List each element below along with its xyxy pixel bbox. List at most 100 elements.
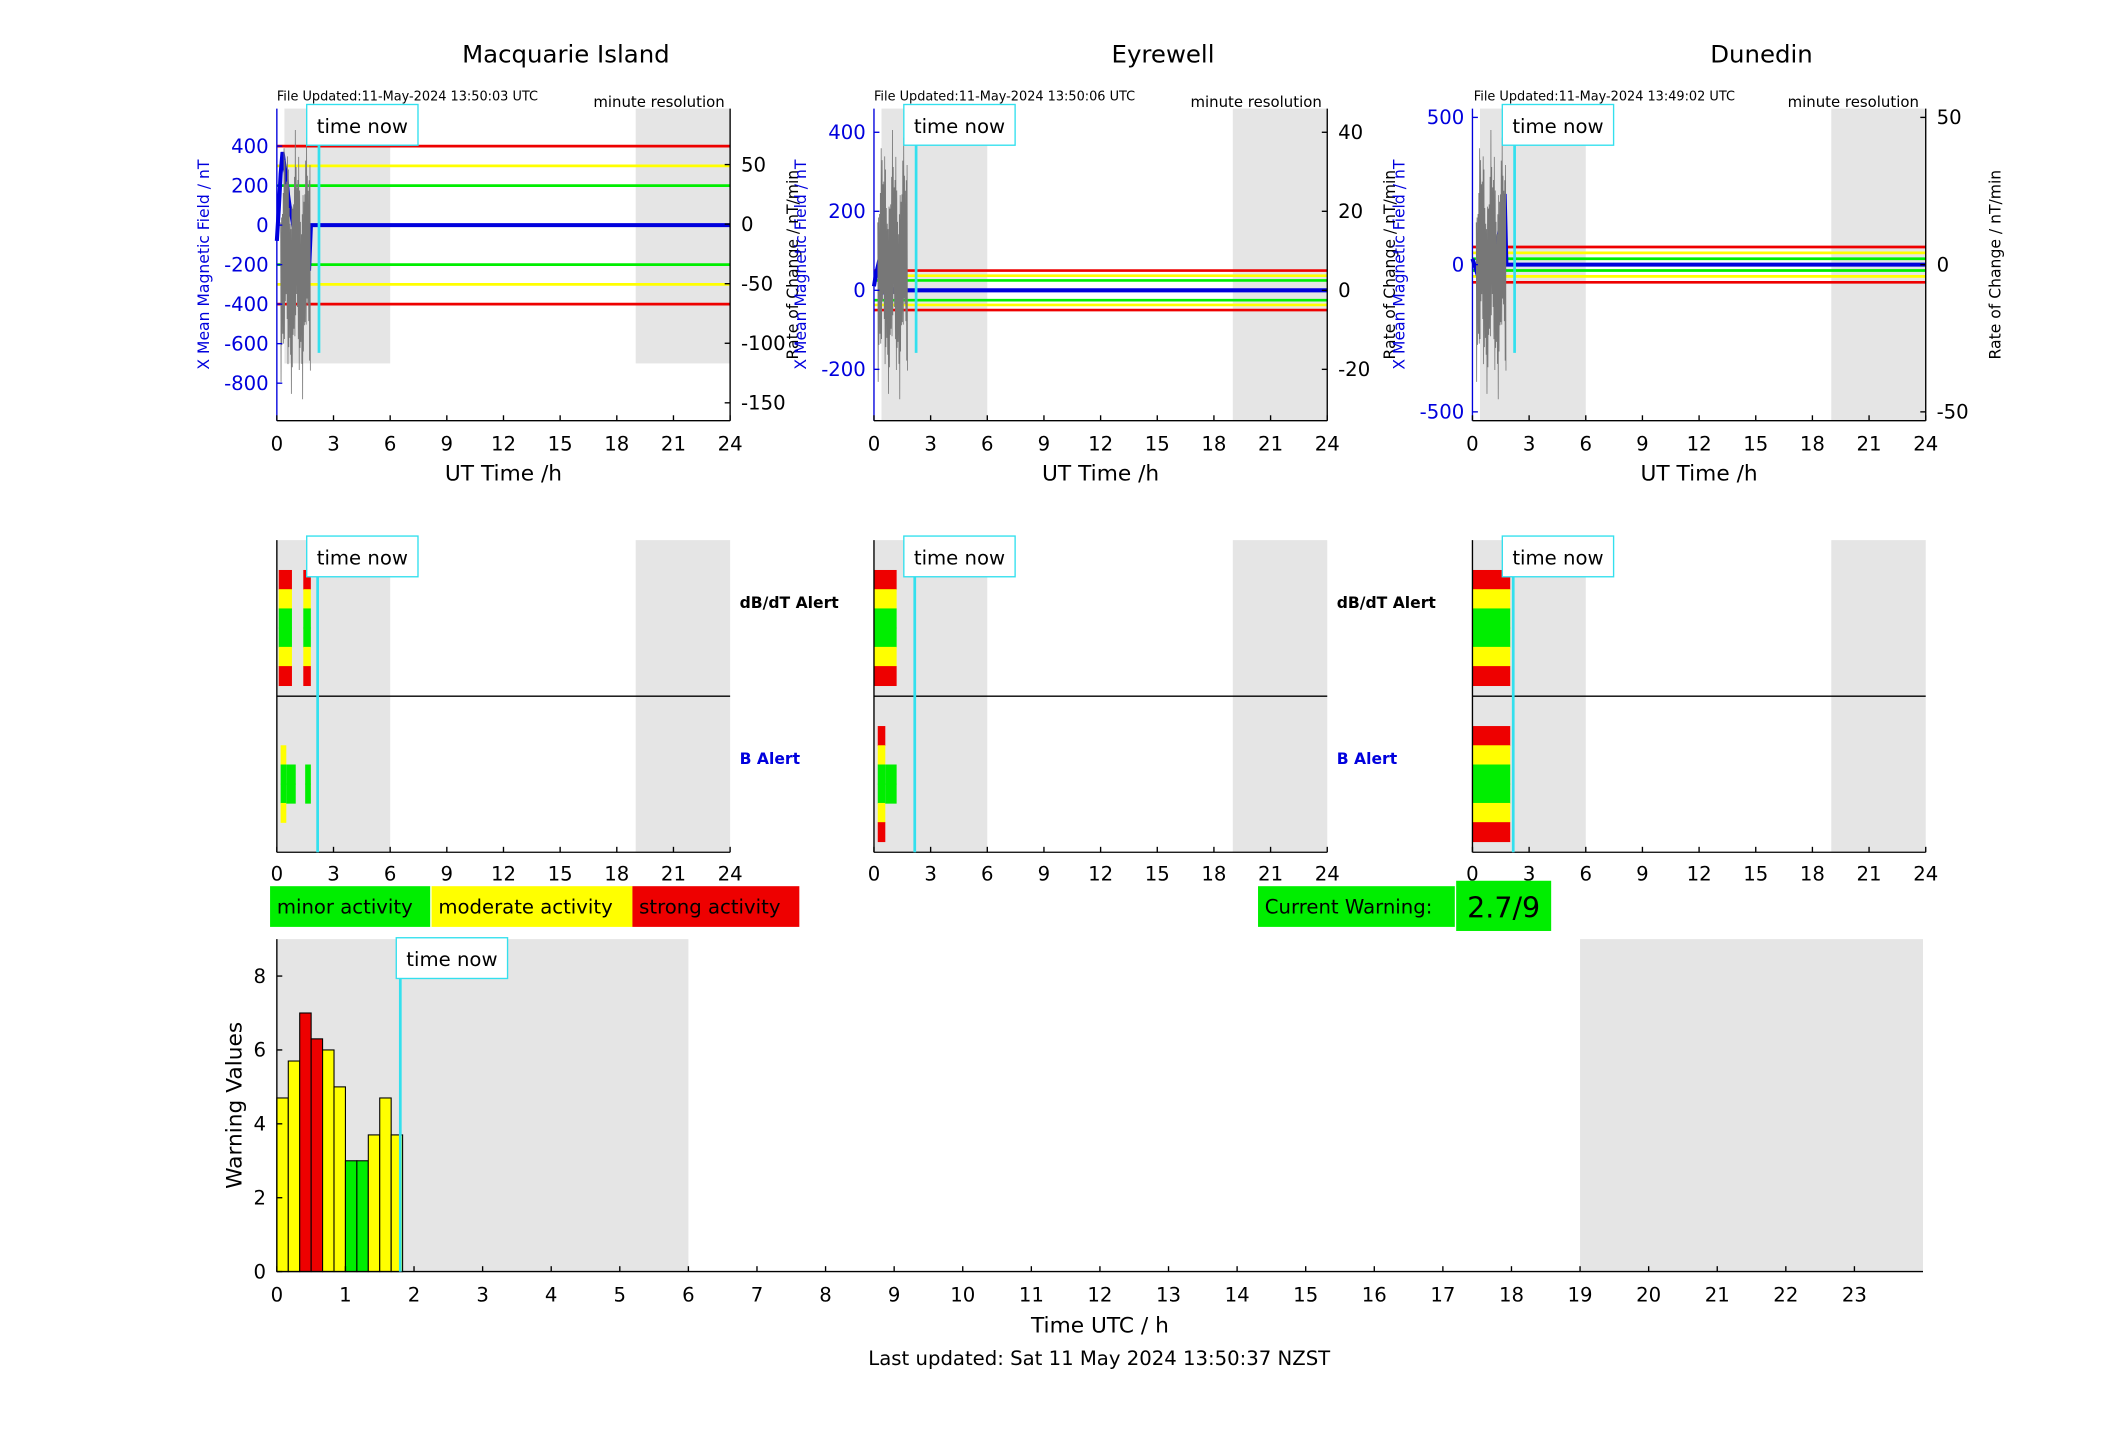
dbdt-alert-label: dB/dT Alert bbox=[740, 594, 840, 612]
y-tick-label: 0 bbox=[253, 1260, 266, 1283]
dbdt-alert-block bbox=[278, 589, 292, 610]
x-tick-label: 12 bbox=[1687, 863, 1712, 886]
dbdt-alert-block bbox=[873, 646, 897, 667]
rate-of-change-trace bbox=[877, 130, 908, 400]
current-warning-box bbox=[1258, 886, 1455, 927]
left-tick-label: 200 bbox=[828, 200, 866, 223]
time-now-box bbox=[1501, 103, 1615, 146]
x-tick-label: 9 bbox=[1038, 433, 1051, 456]
x-tick-label: 9 bbox=[1038, 863, 1051, 886]
x-tick-label: 21 bbox=[1258, 433, 1283, 456]
station-title: Macquarie Island bbox=[462, 39, 670, 68]
x-tick-label: 21 bbox=[661, 863, 686, 886]
x-tick-label: 24 bbox=[718, 863, 743, 886]
x-tick-label: 21 bbox=[1857, 433, 1882, 456]
left-tick-label: 0 bbox=[256, 214, 269, 237]
time-now-label: time now bbox=[914, 115, 1005, 138]
left-tick-label: -600 bbox=[224, 332, 269, 355]
file-updated-label: File Updated:11-May-2024 13:49:02 UTC bbox=[1474, 89, 1735, 104]
dbdt-alert-block bbox=[873, 589, 897, 610]
dbdt-alert-block bbox=[873, 627, 897, 648]
y-axis-label-left: X Mean Magnetic Field / nT bbox=[195, 159, 213, 369]
x-tick-label: 0 bbox=[271, 1283, 284, 1306]
b-alert-block bbox=[286, 764, 296, 785]
x-tick-label: 15 bbox=[548, 863, 573, 886]
x-tick-label: 3 bbox=[327, 863, 340, 886]
time-now-box bbox=[903, 535, 1016, 578]
time-now-box bbox=[1501, 535, 1615, 578]
x-tick-label: 18 bbox=[604, 863, 629, 886]
b-alert-block bbox=[280, 764, 287, 785]
x-tick-label: 15 bbox=[1145, 863, 1170, 886]
x-tick-label: 3 bbox=[327, 433, 340, 456]
x-tick-label: 0 bbox=[868, 863, 881, 886]
x-tick-label: 22 bbox=[1773, 1283, 1798, 1306]
legend-label-moderate: moderate activity bbox=[438, 895, 613, 918]
x-tick-label: 12 bbox=[1687, 433, 1712, 456]
x-tick-label: 24 bbox=[718, 433, 743, 456]
x-tick-label: 3 bbox=[1523, 863, 1536, 886]
b-alert-label: B Alert bbox=[1337, 750, 1398, 768]
x-tick-label: 3 bbox=[924, 863, 937, 886]
b-alert-block bbox=[877, 764, 886, 785]
right-tick-label: -150 bbox=[741, 392, 786, 415]
time-now-box bbox=[306, 103, 419, 146]
left-tick-label: -400 bbox=[224, 293, 269, 316]
b-alert-block bbox=[877, 783, 886, 804]
time-now-label: time now bbox=[406, 948, 497, 971]
footer-last-updated: Last updated: Sat 11 May 2024 13:50:37 N… bbox=[868, 1347, 1331, 1370]
x-tick-label: 18 bbox=[1499, 1283, 1524, 1306]
left-tick-label: 500 bbox=[1427, 106, 1465, 129]
x-tick-label: 18 bbox=[1800, 433, 1825, 456]
x-tick-label: 24 bbox=[1913, 863, 1938, 886]
dbdt-alert-block bbox=[873, 608, 897, 629]
x-tick-label: 1 bbox=[339, 1283, 352, 1306]
warning-bar bbox=[299, 1012, 312, 1273]
warning-bar bbox=[367, 1134, 381, 1273]
y-axis-label-right: Rate of Change / nT/min bbox=[1381, 170, 1399, 360]
right-tick-label: -50 bbox=[741, 272, 773, 295]
left-tick-label: 0 bbox=[853, 279, 866, 302]
right-tick-label: 0 bbox=[741, 213, 754, 236]
left-tick-label: 400 bbox=[231, 135, 269, 158]
x-tick-label: 24 bbox=[1315, 433, 1340, 456]
resolution-label: minute resolution bbox=[1191, 93, 1322, 111]
resolution-label: minute resolution bbox=[1788, 93, 1919, 111]
b-alert-block bbox=[877, 802, 886, 823]
dbdt-alert-block bbox=[1472, 569, 1511, 590]
y-axis-label-right: Rate of Change / nT/min bbox=[1986, 170, 2004, 360]
x-axis-label: UT Time /h bbox=[1042, 461, 1159, 486]
x-tick-label: 9 bbox=[1636, 863, 1649, 886]
x-tick-label: 15 bbox=[1145, 433, 1170, 456]
b-alert-block bbox=[280, 745, 287, 766]
current-warning: Current Warning: 2.7/9 bbox=[1258, 880, 1552, 931]
dbdt-alert-block bbox=[1472, 666, 1511, 687]
x-tick-label: 21 bbox=[1857, 863, 1882, 886]
dbdt-alert-label: dB/dT Alert bbox=[1337, 594, 1437, 612]
x-tick-label: 0 bbox=[868, 433, 881, 456]
y-tick-label: 2 bbox=[253, 1187, 266, 1210]
x-tick-label: 15 bbox=[1293, 1283, 1318, 1306]
field-panel-2: Dunedin File Updated:11-May-2024 13:49:02… bbox=[1391, 39, 2005, 486]
x-tick-label: 6 bbox=[1580, 433, 1593, 456]
x-tick-label: 21 bbox=[1258, 863, 1283, 886]
activity-legend: minor activity moderate activity strong ac… bbox=[270, 886, 800, 927]
b-alert-block bbox=[877, 726, 886, 746]
dbdt-alert-block bbox=[278, 608, 292, 629]
x-tick-label: 3 bbox=[924, 433, 937, 456]
dbdt-alert-block bbox=[278, 646, 292, 667]
x-tick-label: 18 bbox=[1201, 433, 1226, 456]
b-alert-block bbox=[280, 802, 287, 823]
legend-swatch-moderate bbox=[431, 886, 633, 927]
legend-swatch-minor bbox=[270, 886, 431, 927]
dbdt-alert-block bbox=[1472, 627, 1511, 648]
x-tick-label: 0 bbox=[1466, 433, 1479, 456]
warning-bar bbox=[344, 1160, 358, 1273]
station-title: Eyrewell bbox=[1112, 39, 1215, 68]
y-tick-label: 4 bbox=[253, 1113, 266, 1136]
current-warning-value: 2.7/9 bbox=[1467, 891, 1540, 924]
dbdt-alert-block bbox=[1472, 646, 1511, 667]
b-alert-block bbox=[1472, 822, 1511, 843]
left-tick-label: -200 bbox=[821, 358, 866, 381]
